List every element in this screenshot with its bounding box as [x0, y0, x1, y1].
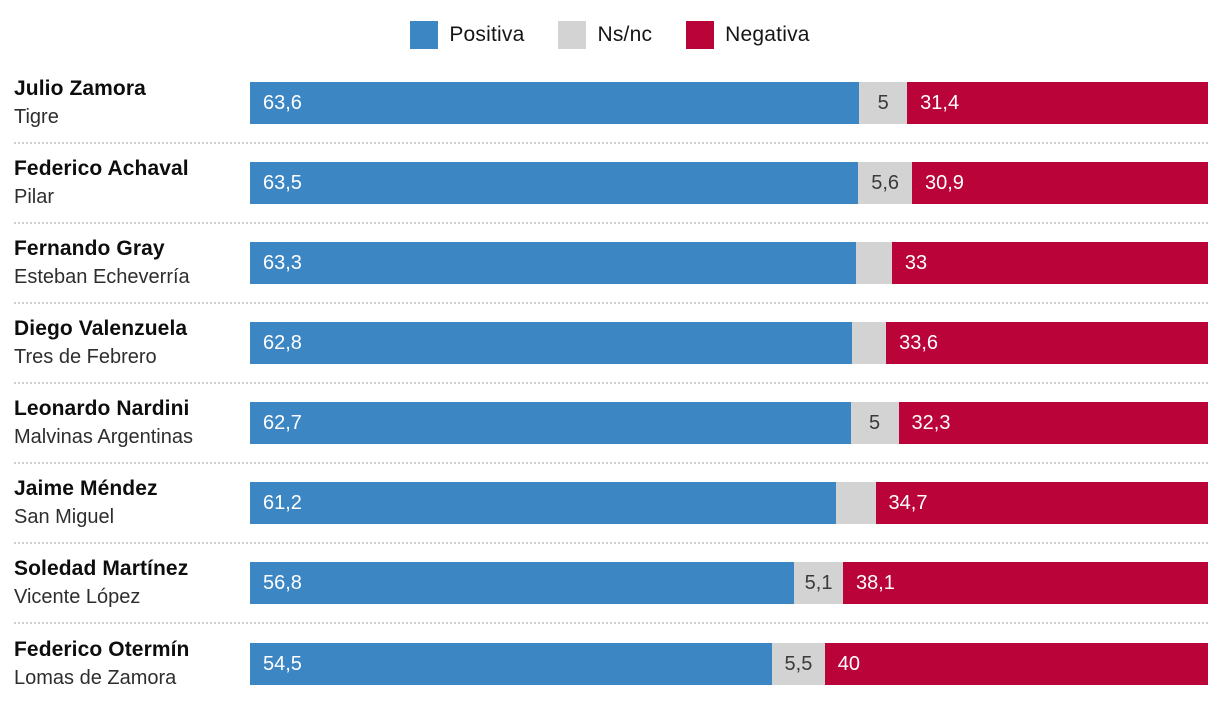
chart-row: Diego Valenzuela Tres de Febrero 62,8 33… — [14, 304, 1208, 384]
stacked-bar: 63,6 5 31,4 — [250, 82, 1208, 124]
segment-value-positiva: 63,6 — [263, 91, 302, 114]
chart-row: Jaime Méndez San Miguel 61,2 34,7 — [14, 464, 1208, 544]
segment-value-positiva: 54,5 — [263, 652, 302, 675]
district-name: San Miguel — [14, 506, 115, 528]
bar-segment-negativa: 34,7 — [875, 482, 1208, 524]
bar-segment-nsnc: 5,6 — [858, 162, 912, 204]
bar-segment-nsnc — [856, 242, 892, 284]
legend: Positiva Ns/nc Negativa — [0, 0, 1220, 64]
chart-row: Julio Zamora Tigre 63,6 5 31,4 — [14, 64, 1208, 144]
bar-segment-nsnc: 5,5 — [772, 643, 825, 685]
bar-segment-negativa: 38,1 — [842, 562, 1208, 604]
segment-value-negativa: 34,7 — [888, 491, 928, 514]
district-name: Tres de Febrero — [14, 346, 157, 368]
bar-segment-positiva: 61,2 — [250, 482, 837, 524]
mayor-name: Soledad Martínez — [14, 557, 189, 580]
bar-segment-negativa: 33 — [891, 242, 1208, 284]
stacked-bar: 54,5 5,5 40 — [250, 643, 1208, 685]
district-name: Esteban Echeverría — [14, 266, 190, 288]
legend-item-positiva: Positiva — [410, 21, 524, 49]
bar-segment-positiva: 63,3 — [250, 242, 857, 284]
segment-value-negativa: 31,4 — [920, 91, 960, 114]
district-name: Pilar — [14, 186, 55, 208]
segment-value-negativa: 30,9 — [924, 171, 964, 194]
segment-value-positiva: 61,2 — [263, 491, 302, 514]
district-name: Tigre — [14, 106, 59, 128]
bar-chart: Julio Zamora Tigre 63,6 5 31,4 Federico … — [0, 64, 1220, 704]
segment-value-positiva: 62,7 — [263, 411, 302, 434]
positiva-swatch-icon — [410, 21, 439, 49]
nsnc-swatch-icon — [558, 21, 587, 49]
segment-value-nsnc: 5,6 — [871, 171, 900, 194]
bar-segment-nsnc: 5 — [859, 82, 908, 124]
chart-row: Federico Otermín Lomas de Zamora 54,5 5,… — [14, 624, 1208, 704]
bar-segment-nsnc: 5,1 — [794, 562, 843, 604]
chart-row: Federico Achaval Pilar 63,5 5,6 30,9 — [14, 144, 1208, 224]
segment-value-negativa: 38,1 — [855, 571, 895, 594]
chart-row: Fernando Gray Esteban Echeverría 63,3 33 — [14, 224, 1208, 304]
stacked-bar: 62,8 33,6 — [250, 322, 1208, 364]
bar-segment-nsnc — [851, 322, 887, 364]
legend-item-nsnc: Ns/nc — [558, 21, 652, 49]
segment-value-nsnc: 5,1 — [804, 571, 833, 594]
stacked-bar: 56,8 5,1 38,1 — [250, 562, 1208, 604]
bar-segment-positiva: 54,5 — [250, 643, 773, 685]
bar-segment-negativa: 30,9 — [911, 162, 1208, 204]
segment-value-positiva: 63,3 — [263, 251, 302, 274]
segment-value-negativa: 33,6 — [899, 331, 939, 354]
mayor-name: Federico Achaval — [14, 157, 189, 180]
mayor-name: Diego Valenzuela — [14, 317, 188, 340]
segment-value-negativa: 40 — [837, 652, 861, 675]
row-label: Fernando Gray Esteban Echeverría — [14, 235, 250, 291]
segment-value-nsnc: 5 — [869, 411, 881, 434]
row-label: Diego Valenzuela Tres de Febrero — [14, 315, 250, 371]
stacked-bar: 62,7 5 32,3 — [250, 402, 1208, 444]
mayor-name: Fernando Gray — [14, 237, 165, 260]
legend-label-negativa: Negativa — [725, 23, 810, 46]
bar-segment-positiva: 63,5 — [250, 162, 859, 204]
mayor-name: Jaime Méndez — [14, 477, 158, 500]
row-label: Federico Otermín Lomas de Zamora — [14, 636, 250, 692]
district-name: Vicente López — [14, 586, 141, 608]
mayor-name: Federico Otermín — [14, 638, 190, 661]
segment-value-negativa: 32,3 — [911, 411, 951, 434]
row-label: Federico Achaval Pilar — [14, 155, 250, 211]
row-label: Julio Zamora Tigre — [14, 75, 250, 131]
chart-row: Leonardo Nardini Malvinas Argentinas 62,… — [14, 384, 1208, 464]
bar-segment-positiva: 62,8 — [250, 322, 852, 364]
bar-segment-negativa: 31,4 — [907, 82, 1208, 124]
stacked-bar: 61,2 34,7 — [250, 482, 1208, 524]
segment-value-positiva: 63,5 — [263, 171, 302, 194]
stacked-bar: 63,5 5,6 30,9 — [250, 162, 1208, 204]
negativa-swatch-icon — [686, 21, 715, 49]
bar-segment-positiva: 62,7 — [250, 402, 851, 444]
segment-value-nsnc: 5,5 — [784, 652, 813, 675]
row-label: Leonardo Nardini Malvinas Argentinas — [14, 395, 250, 451]
district-name: Malvinas Argentinas — [14, 426, 193, 448]
bar-segment-negativa: 32,3 — [898, 402, 1208, 444]
legend-label-positiva: Positiva — [449, 23, 525, 46]
legend-item-negativa: Negativa — [686, 21, 809, 49]
segment-value-nsnc: 5 — [877, 91, 889, 114]
bar-segment-nsnc: 5 — [850, 402, 899, 444]
mayor-name: Julio Zamora — [14, 77, 146, 100]
row-label: Soledad Martínez Vicente López — [14, 555, 250, 611]
bar-segment-positiva: 63,6 — [250, 82, 860, 124]
bar-segment-positiva: 56,8 — [250, 562, 795, 604]
bar-segment-negativa: 40 — [824, 643, 1208, 685]
segment-value-negativa: 33 — [904, 251, 928, 274]
district-name: Lomas de Zamora — [14, 667, 177, 689]
segment-value-positiva: 56,8 — [263, 571, 302, 594]
chart-row: Soledad Martínez Vicente López 56,8 5,1 … — [14, 544, 1208, 624]
bar-segment-negativa: 33,6 — [886, 322, 1208, 364]
segment-value-positiva: 62,8 — [263, 331, 302, 354]
row-label: Jaime Méndez San Miguel — [14, 475, 250, 531]
legend-label-nsnc: Ns/nc — [597, 23, 653, 46]
bar-segment-nsnc — [836, 482, 876, 524]
stacked-bar: 63,3 33 — [250, 242, 1208, 284]
mayor-name: Leonardo Nardini — [14, 397, 190, 420]
